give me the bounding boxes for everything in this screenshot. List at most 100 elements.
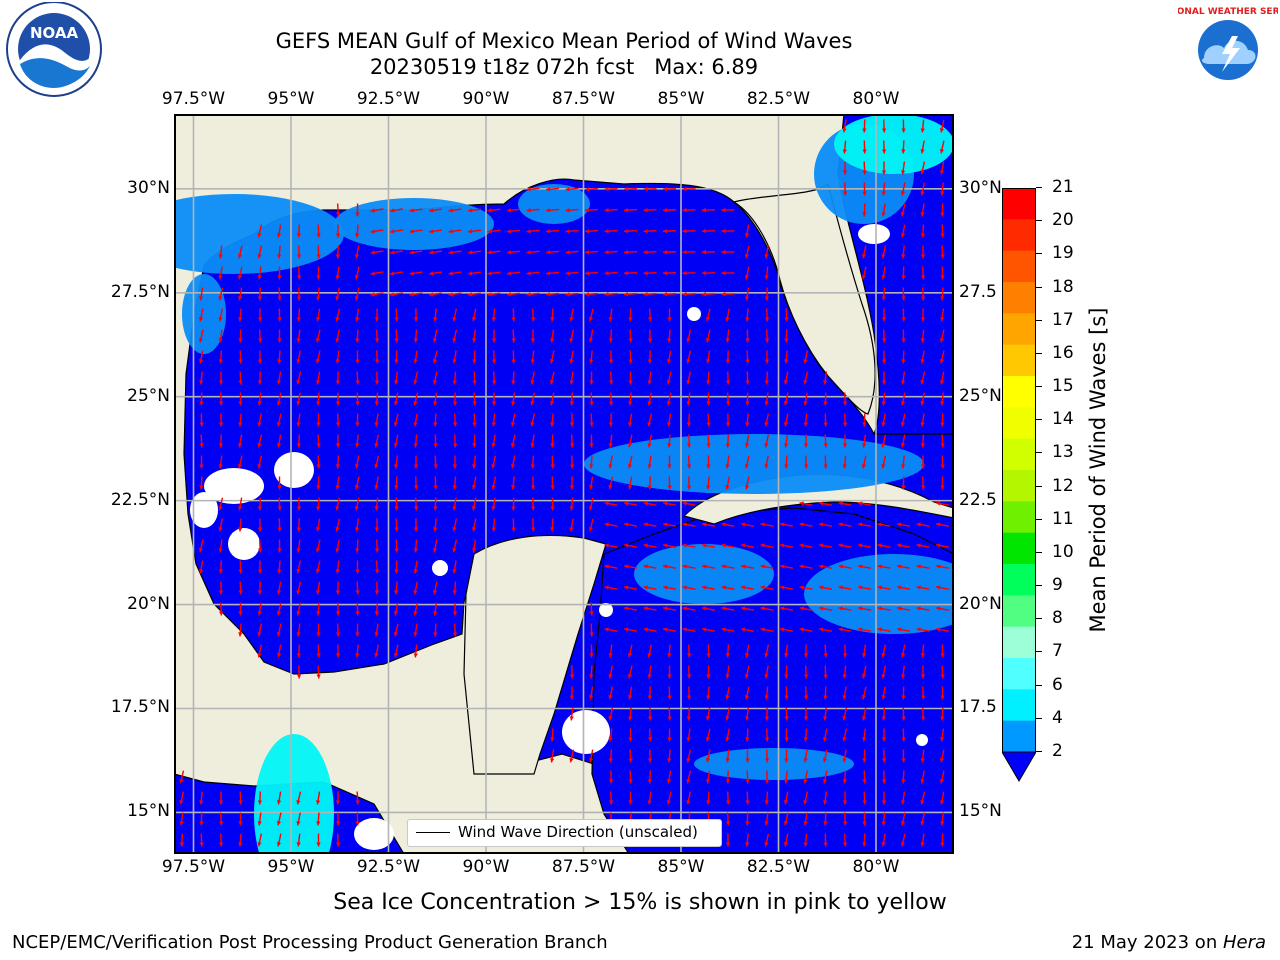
x-tick-label-bottom: 85°W (657, 857, 705, 877)
wave-direction-arrowhead (370, 250, 375, 255)
wave-direction-arrowhead (472, 380, 477, 385)
wave-direction-arrowhead (546, 208, 551, 213)
colorbar-tick-label: 6 (1052, 674, 1063, 695)
wave-direction-arrowhead (409, 292, 414, 297)
wave-direction-arrowhead (238, 611, 243, 616)
wave-direction-arrowhead (296, 842, 301, 847)
wave-direction-arrowhead (803, 443, 809, 448)
wave-direction-arrowhead (608, 317, 613, 322)
wave-direction-arrowhead (702, 543, 707, 548)
wave-direction-arrowhead (354, 296, 360, 301)
wave-direction-arrowhead (901, 695, 906, 700)
wave-direction-arrowhead (783, 401, 789, 406)
wave-direction-arrowhead (900, 212, 906, 217)
wave-direction-arrowhead (744, 653, 750, 658)
wave-direction-arrowhead (920, 464, 926, 469)
wave-direction-arrowhead (702, 291, 706, 297)
wave-direction-arrowhead (901, 380, 906, 385)
wave-direction-arrowhead (355, 212, 360, 217)
wave-direction-arrowhead (316, 632, 321, 637)
wave-direction-arrowhead (666, 401, 672, 406)
wave-direction-arrowhead (604, 543, 609, 548)
wave-direction-arrowhead (624, 270, 629, 276)
wave-direction-arrowhead (316, 485, 321, 490)
wave-direction-arrowhead (296, 506, 302, 511)
wave-direction-arrowhead (218, 275, 223, 280)
wave-direction-arrowhead (643, 543, 648, 548)
wave-direction-arrowhead (784, 359, 789, 364)
wave-direction-arrowhead (588, 527, 594, 532)
wave-direction-arrowhead (335, 506, 340, 511)
colorbar-band (1002, 658, 1036, 690)
wave-direction-arrowhead (803, 821, 808, 826)
wave-direction-arrowhead (803, 401, 808, 406)
chart-title-line1: GEFS MEAN Gulf of Mexico Mean Period of … (275, 29, 853, 53)
wave-direction-arrowhead (881, 422, 886, 427)
missing-data-area (599, 603, 613, 617)
wave-direction-arrowhead (858, 585, 863, 590)
wave-direction-arrowhead (702, 522, 707, 527)
wave-direction-arrowhead (550, 506, 555, 511)
wave-direction-arrowhead (452, 590, 457, 595)
x-tick-label-top: 82.5°W (746, 89, 811, 109)
wave-direction-arrowhead (316, 653, 321, 658)
wave-direction-arrowhead (939, 170, 945, 175)
wave-direction-arrowhead (842, 653, 848, 658)
wave-direction-arrowhead (354, 317, 360, 322)
wave-direction-arrowhead (780, 585, 785, 590)
wave-direction-arrowhead (858, 606, 863, 611)
wave-direction-arrowhead (394, 548, 399, 553)
wave-direction-arrowhead (409, 271, 414, 276)
wave-direction-arrowhead (842, 674, 847, 679)
wave-direction-arrowhead (881, 338, 887, 343)
wave-direction-arrowhead (413, 569, 418, 574)
wave-direction-arrowhead (901, 716, 906, 721)
wave-direction-arrowhead (530, 338, 536, 343)
wave-direction-arrowhead (686, 380, 691, 385)
wave-direction-arrowhead (316, 842, 321, 847)
wave-direction-arrowhead (472, 548, 477, 553)
wave-direction-arrowhead (784, 695, 789, 700)
wave-direction-arrowhead (780, 606, 785, 611)
wave-direction-arrowhead (897, 606, 902, 611)
map-panel (124, 113, 984, 894)
wave-direction-arrowhead (472, 443, 477, 448)
legend-line-swatch (416, 832, 450, 833)
wave-direction-arrowhead (277, 569, 282, 574)
host-name: Hera (1222, 932, 1266, 953)
colorbar-band (1002, 219, 1036, 252)
wave-direction-arrowhead (316, 422, 321, 427)
wave-direction-arrowhead (705, 737, 711, 742)
wave-direction-arrowhead (900, 422, 906, 427)
wave-direction-arrowhead (803, 695, 809, 700)
wave-direction-arrowhead (647, 779, 653, 784)
wave-direction-arrowhead (936, 564, 941, 569)
wave-direction-arrowhead (237, 464, 243, 469)
colorbar-tick-mark (1036, 419, 1042, 421)
wave-direction-arrowhead (900, 443, 906, 448)
colorbar-tick-mark (1036, 452, 1042, 454)
wave-direction-arrowhead (569, 716, 574, 721)
wave-direction-arrowhead (374, 485, 379, 490)
wave-direction-arrowhead (920, 191, 925, 196)
wave-direction-arrowhead (901, 317, 906, 322)
wave-direction-arrowhead (897, 522, 902, 527)
wave-direction-arrowhead (936, 585, 941, 590)
wave-direction-arrowhead (468, 229, 473, 234)
wave-direction-arrowhead (433, 506, 438, 511)
wave-period-patch (124, 194, 344, 274)
wave-direction-arrowhead (452, 548, 457, 553)
wave-direction-arrowhead (296, 254, 302, 259)
colorbar-tick-label: 18 (1052, 276, 1074, 297)
wave-direction-arrowhead (530, 506, 536, 511)
wave-direction-arrowhead (569, 674, 575, 679)
wave-direction-arrowhead (920, 821, 925, 826)
wave-direction-arrowhead (237, 443, 243, 448)
wave-direction-arrowhead (643, 606, 648, 611)
x-tick-label-top: 97.5°W (161, 89, 226, 109)
wave-direction-arrowhead (647, 443, 652, 448)
wave-direction-arrowhead (721, 249, 726, 255)
wave-direction-arrowhead (861, 464, 867, 469)
wave-direction-arrowhead (940, 422, 945, 427)
wave-direction-arrowhead (627, 464, 633, 469)
